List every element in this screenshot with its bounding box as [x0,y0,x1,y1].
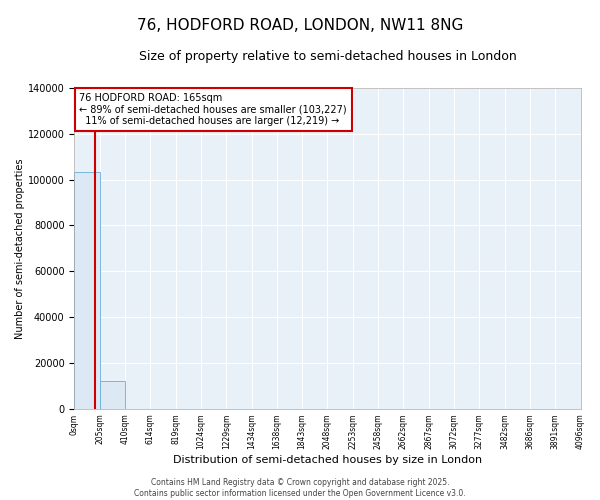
Bar [100,381,125,409]
Text: 76, HODFORD ROAD, LONDON, NW11 8NG: 76, HODFORD ROAD, LONDON, NW11 8NG [137,18,463,32]
Title: Size of property relative to semi-detached houses in London: Size of property relative to semi-detach… [139,50,517,63]
X-axis label: Distribution of semi-detached houses by size in London: Distribution of semi-detached houses by … [173,455,482,465]
Text: 76 HODFORD ROAD: 165sqm
← 89% of semi-detached houses are smaller (103,227)
  11: 76 HODFORD ROAD: 165sqm ← 89% of semi-de… [79,92,347,126]
Bar [74,172,100,409]
Y-axis label: Number of semi-detached properties: Number of semi-detached properties [15,158,25,338]
Text: Contains HM Land Registry data © Crown copyright and database right 2025.
Contai: Contains HM Land Registry data © Crown c… [134,478,466,498]
